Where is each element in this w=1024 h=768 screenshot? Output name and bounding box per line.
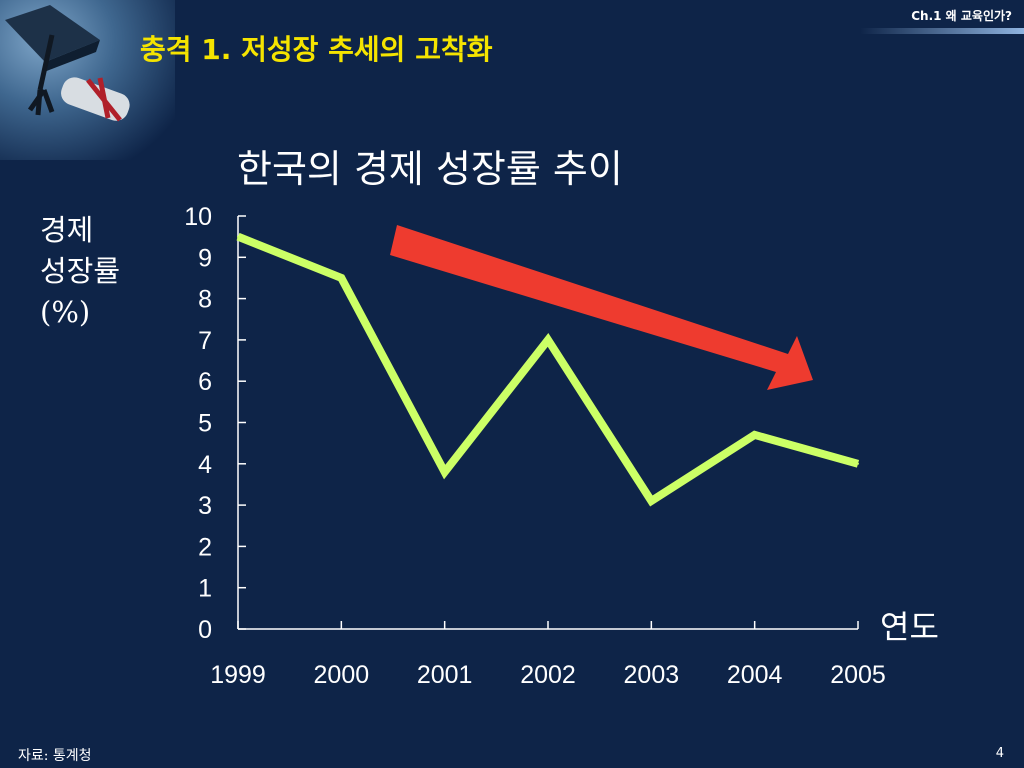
- chapter-label: Ch.1 왜 교육인가?: [911, 9, 1012, 23]
- source-note: 자료: 통계청: [18, 748, 92, 764]
- x-tick-label: 2004: [727, 661, 783, 689]
- y-tick-label: 5: [198, 410, 212, 438]
- x-tick-label: 2002: [520, 661, 576, 689]
- y-tick-label: 9: [198, 244, 212, 272]
- y-axis-label-line-1: 경제: [40, 213, 94, 247]
- header-rule: [860, 28, 1024, 34]
- data-point: [857, 462, 859, 465]
- graduation-cap-photo: [0, 0, 175, 160]
- y-tick-label: 1: [198, 575, 212, 603]
- y-tick-label: 7: [198, 327, 212, 355]
- x-tick-label: 2005: [830, 661, 886, 689]
- slide-header-title: 충격 1. 저성장 추세의 고착화: [140, 33, 493, 66]
- data-point: [753, 433, 756, 436]
- page-number: 4: [995, 746, 1004, 761]
- y-tick-label: 3: [198, 492, 212, 520]
- y-axis-label-line-3: (%): [40, 295, 91, 329]
- y-tick-label: 0: [198, 616, 212, 644]
- data-point: [650, 499, 653, 502]
- y-tick-label: 4: [198, 451, 212, 479]
- chart-title: 한국의 경제 성장률 추이: [237, 147, 623, 191]
- downward-trend-arrow: [390, 225, 813, 390]
- y-tick-label: 10: [184, 203, 212, 231]
- y-tick-label: 6: [198, 368, 212, 396]
- data-point: [237, 235, 239, 238]
- x-axis-label: 연도: [880, 608, 939, 646]
- x-tick-label: 1999: [210, 661, 266, 689]
- data-point: [340, 276, 343, 279]
- y-tick-label: 2: [198, 533, 212, 561]
- x-tick-label: 2001: [417, 661, 473, 689]
- x-tick-label: 2003: [624, 661, 680, 689]
- data-point: [443, 471, 446, 474]
- x-tick-label: 2000: [314, 661, 370, 689]
- y-axis-label: 경제 성장률 (%): [40, 210, 120, 333]
- y-tick-label: 8: [198, 286, 212, 314]
- y-axis-label-line-2: 성장률: [40, 254, 121, 288]
- data-point: [547, 338, 549, 341]
